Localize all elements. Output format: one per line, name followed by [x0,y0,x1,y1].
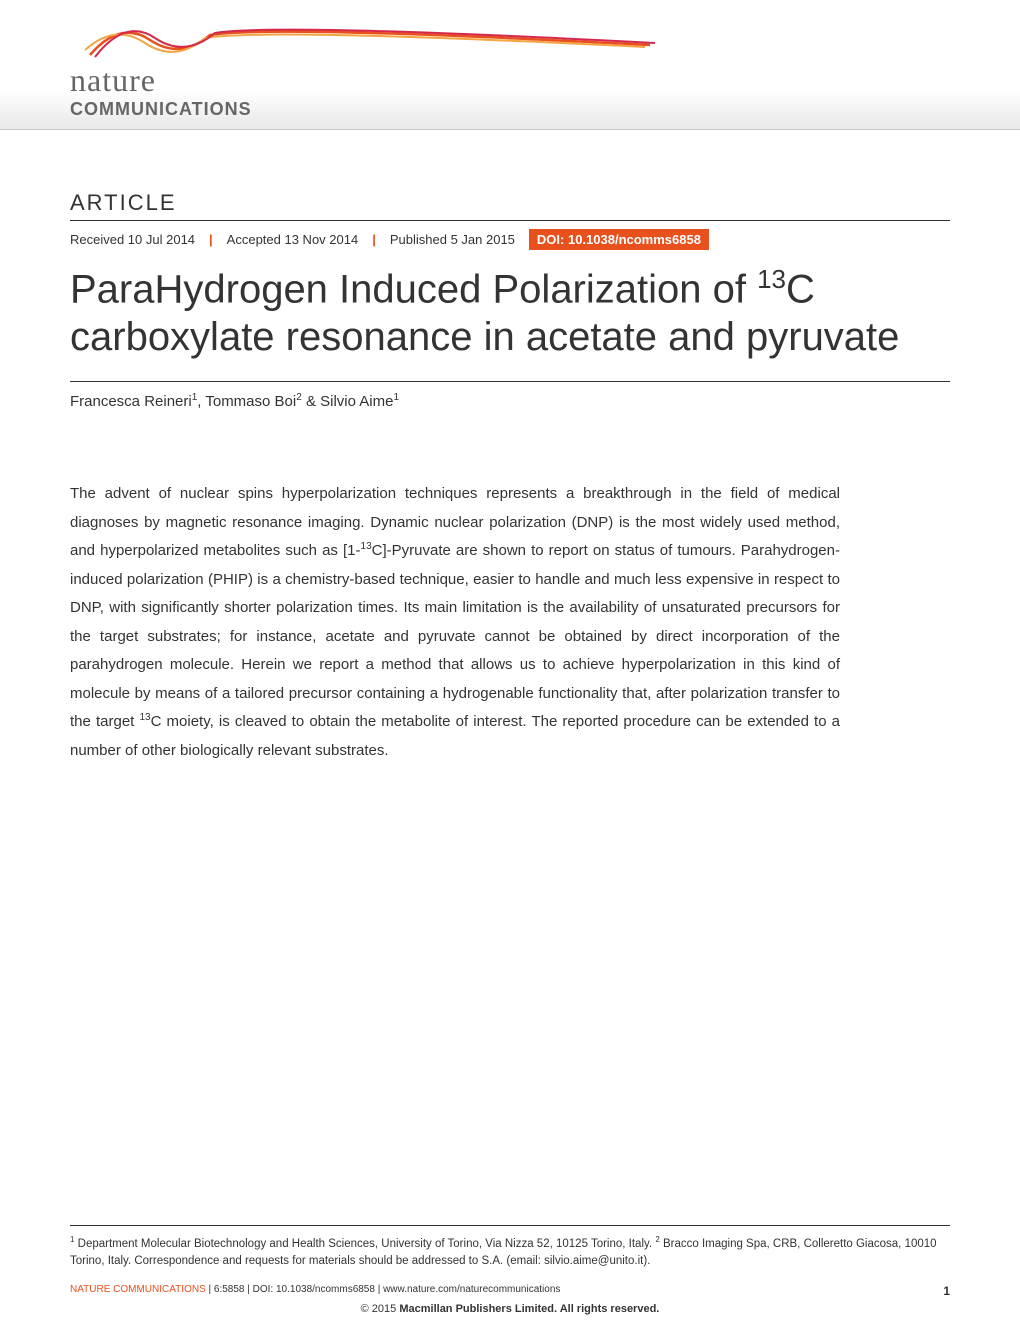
article-title: ParaHydrogen Induced Polarization of 13C… [70,264,950,361]
divider [70,381,950,382]
copyright-year: © 2015 [361,1303,400,1315]
page-number: 1 [943,1284,950,1298]
copyright-text: Macmillan Publishers Limited. All rights… [399,1303,659,1315]
doi-badge: DOI: 10.1038/ncomms6858 [529,229,709,250]
article-content: ARTICLE Received 10 Jul 2014 | Accepted … [0,130,1020,765]
journal-logo: nature COMMUNICATIONS [70,15,290,115]
date-separator-icon: | [372,232,376,247]
logo-text-communications: COMMUNICATIONS [70,99,290,120]
abstract-text: The advent of nuclear spins hyperpolariz… [70,480,840,765]
divider [70,1225,950,1226]
logo-text-nature: nature [70,62,290,99]
published-date: Published 5 Jan 2015 [390,232,515,247]
accepted-date: Accepted 13 Nov 2014 [227,232,359,247]
authors-list: Francesca Reineri1, Tommaso Boi2 & Silvi… [70,392,950,410]
copyright-line: © 2015 Macmillan Publishers Limited. All… [70,1303,950,1315]
publication-dates-row: Received 10 Jul 2014 | Accepted 13 Nov 2… [70,229,950,250]
journal-name: NATURE COMMUNICATIONS [70,1284,206,1295]
article-type-label: ARTICLE [70,190,950,216]
logo-waves-icon [70,15,670,65]
date-separator-icon: | [209,232,213,247]
citation-details: | 6:5858 | DOI: 10.1038/ncomms6858 | www… [206,1284,561,1295]
page-footer: NATURE COMMUNICATIONS | 6:5858 | DOI: 10… [70,1284,950,1315]
citation-line: NATURE COMMUNICATIONS | 6:5858 | DOI: 10… [70,1284,950,1295]
divider [70,220,950,221]
received-date: Received 10 Jul 2014 [70,232,195,247]
affiliations-text: 1 Department Molecular Biotechnology and… [70,1234,950,1270]
journal-header-banner: nature COMMUNICATIONS [0,0,1020,130]
affiliations-section: 1 Department Molecular Biotechnology and… [70,1225,950,1270]
